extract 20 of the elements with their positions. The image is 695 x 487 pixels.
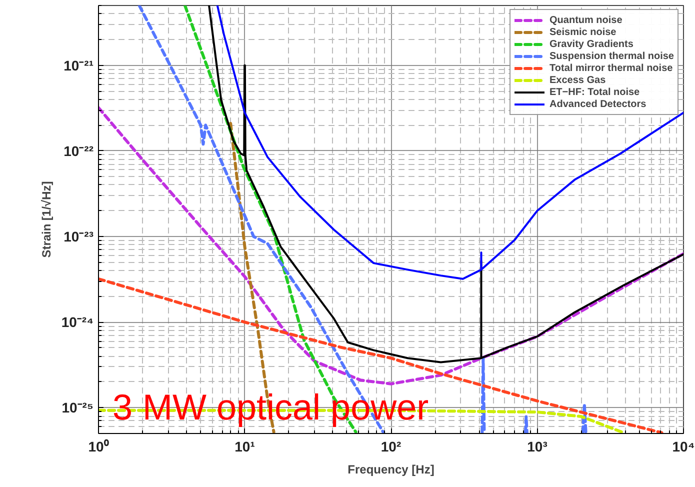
x-tick-label: 10⁴ [672, 438, 695, 454]
y-tick-label: 10⁻²¹ [64, 57, 94, 74]
legend-label: ET−HF: Total noise [550, 86, 640, 98]
legend-label: Gravity Gradients [550, 38, 634, 50]
legend-label: Excess Gas [550, 74, 606, 86]
x-tick-label: 10³ [527, 438, 548, 454]
x-tick-label: 10¹ [234, 438, 256, 454]
x-tick-label: 10² [380, 438, 402, 454]
legend-label: Total mirror thermal noise [550, 62, 673, 74]
legend-label: Seismic noise [550, 26, 616, 38]
x-axis-title: Frequency [Hz] [348, 462, 434, 476]
y-tick-label: 10⁻²⁵ [62, 400, 94, 416]
legend-label: Suspension thermal noise [550, 50, 674, 62]
x-tick-label: 10⁰ [88, 438, 109, 454]
legend-label: Advanced Detectors [550, 98, 646, 110]
y-tick-label: 10⁻²³ [64, 228, 94, 245]
y-axis-title: Strain [1/√Hz] [39, 181, 54, 258]
y-tick-label: 10⁻²⁴ [61, 314, 94, 330]
y-tick-label: 10⁻²² [64, 142, 94, 159]
legend-label: Quantum noise [550, 14, 622, 26]
